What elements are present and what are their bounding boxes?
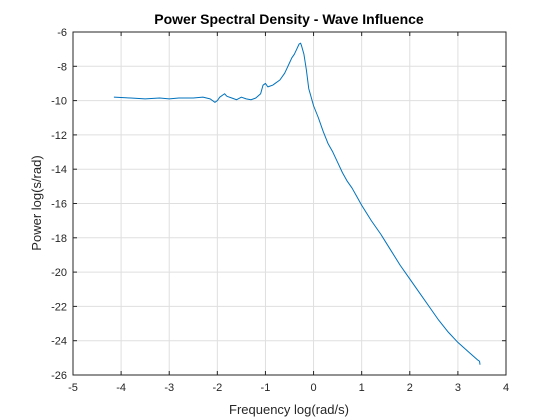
y-axis-label: Power log(s/rad): [29, 155, 44, 250]
series-layer: [113, 42, 481, 365]
x-tick-label: -2: [212, 382, 222, 394]
y-tick-label: -20: [51, 267, 67, 279]
y-tick-label: -18: [51, 233, 67, 245]
x-axis-label: Frequency log(rad/s): [229, 402, 349, 417]
x-tick-label: 4: [503, 382, 509, 394]
x-tick-label: -5: [68, 382, 78, 394]
grid-lines: [73, 32, 506, 375]
y-tick-label: -10: [51, 96, 67, 108]
ticks: -5 -4 -3 -2 -1 0 1 2 3 4-26-24-22-20-18-16-14-12-…: [51, 27, 509, 394]
x-tick-label: -3: [164, 382, 174, 394]
y-tick-label: -22: [51, 301, 67, 313]
y-tick-label: -16: [51, 199, 67, 211]
chart-title: Power Spectral Density - Wave Influence: [154, 11, 424, 27]
y-tick-label: -8: [57, 61, 67, 73]
y-tick-label: -14: [51, 164, 67, 176]
y-tick-label: -26: [51, 370, 67, 382]
y-tick-label: -12: [51, 130, 67, 142]
y-tick-label: -24: [51, 336, 67, 348]
x-tick-label: -4: [116, 382, 126, 394]
x-tick-label: 0: [310, 382, 316, 394]
x-tick-label: -1: [261, 382, 271, 394]
x-tick-label: 1: [359, 382, 365, 394]
x-tick-label: 3: [455, 382, 461, 394]
x-tick-label: 2: [407, 382, 413, 394]
psd-series-line: [113, 42, 481, 365]
y-tick-label: -6: [57, 27, 67, 39]
